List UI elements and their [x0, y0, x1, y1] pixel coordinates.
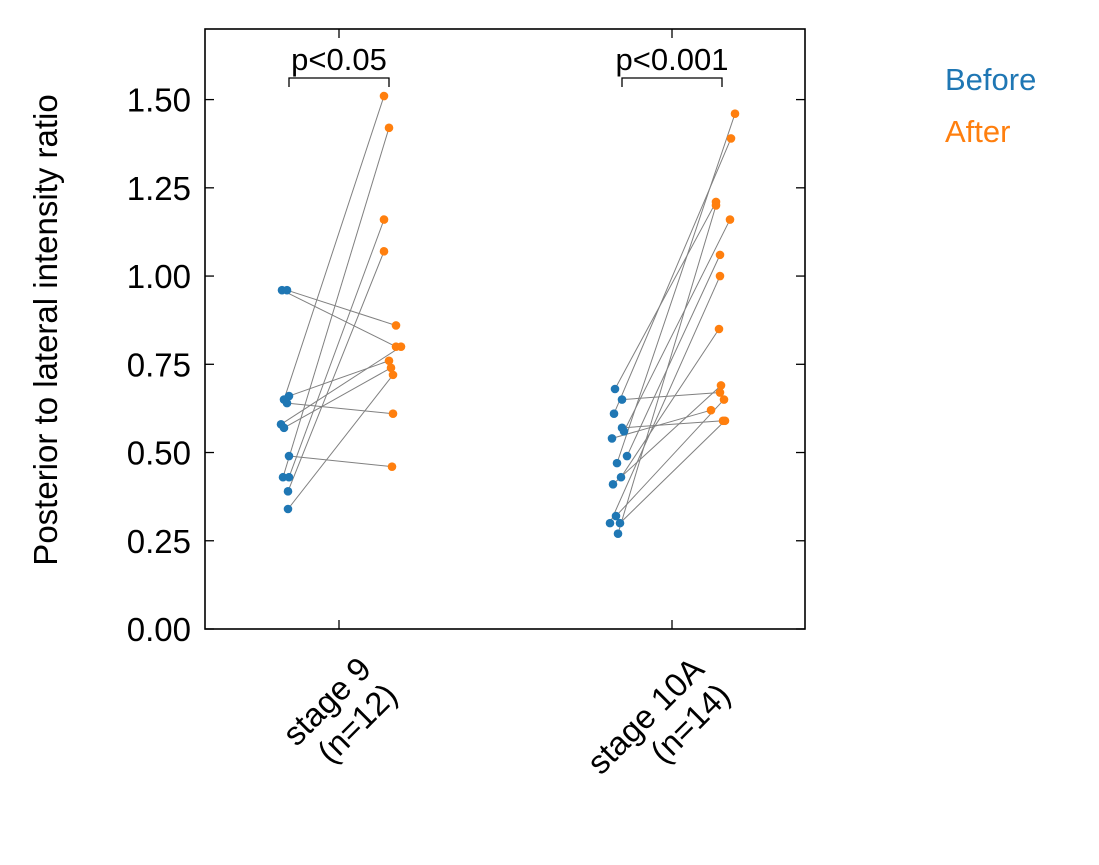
before-point — [284, 472, 294, 482]
before-point — [615, 518, 625, 528]
pair-line — [620, 328, 720, 478]
x-tick-label: stage 10A(n=14) — [580, 650, 737, 807]
pair-line — [619, 420, 726, 524]
after-point — [379, 215, 389, 224]
before-point — [278, 472, 288, 482]
pair-line — [621, 392, 721, 401]
pair-line — [626, 254, 721, 457]
y-axis-label: Posterior to lateral intensity ratio — [27, 94, 64, 565]
y-tick-label: 0.50 — [127, 435, 191, 472]
before-point — [282, 398, 292, 408]
pair-line — [282, 127, 390, 478]
after-point — [711, 201, 721, 210]
legend: Before After — [945, 62, 1036, 149]
before-point — [611, 511, 621, 521]
before-point — [284, 451, 294, 461]
after-point — [715, 271, 725, 281]
before-point — [612, 458, 622, 468]
after-point — [725, 215, 735, 224]
pair-line — [613, 138, 732, 414]
pair-line — [621, 420, 724, 429]
before-point — [613, 529, 623, 539]
legend-entry: Before — [945, 62, 1036, 97]
before-point — [282, 285, 292, 295]
before-point — [283, 504, 293, 514]
pair-line — [286, 289, 397, 326]
after-point — [396, 342, 406, 351]
y-tick-label: 0.00 — [127, 611, 191, 648]
y-tick-label: 1.50 — [127, 82, 191, 119]
y-tick-label: 1.00 — [127, 258, 191, 295]
pair-line — [280, 346, 402, 425]
pair-line — [288, 360, 390, 397]
significance-label: p<0.001 — [616, 42, 729, 77]
after-point — [391, 321, 401, 330]
after-point — [716, 381, 726, 390]
after-point — [384, 123, 394, 133]
before-point — [616, 472, 626, 482]
after-point — [726, 134, 736, 143]
significance-label: p<0.05 — [291, 42, 387, 77]
after-point — [388, 370, 398, 380]
after-point — [714, 324, 724, 334]
pair-line — [287, 251, 385, 492]
before-point — [617, 395, 627, 404]
pair-line — [288, 455, 393, 468]
pair-line — [623, 219, 731, 432]
pair-line — [617, 205, 717, 534]
after-point — [384, 356, 394, 366]
after-point — [715, 388, 725, 397]
legend-entry: After — [945, 114, 1010, 149]
after-point — [706, 405, 716, 415]
before-point — [622, 451, 632, 461]
before-point — [283, 487, 293, 496]
pair-line — [609, 275, 721, 524]
before-point — [607, 434, 617, 443]
after-point — [719, 395, 729, 404]
after-point — [379, 247, 389, 256]
after-point — [387, 462, 397, 471]
before-point — [605, 518, 615, 528]
pair-line — [611, 409, 712, 439]
after-point — [379, 91, 389, 101]
pair-line — [616, 113, 736, 464]
significance-bracket — [288, 77, 390, 87]
pair-line — [281, 289, 397, 348]
axes-layer: 0.00 0.25 0.50 0.75 1.00 1.25 1.50 stage 9(n=12… — [127, 29, 805, 807]
x-tick-label: stage 9(n=12) — [275, 650, 404, 779]
pair-line — [614, 201, 717, 390]
y-tick-label: 1.25 — [127, 170, 191, 207]
pair-line — [615, 399, 725, 517]
after-point — [715, 250, 725, 260]
before-point — [608, 479, 618, 489]
significance-bracket — [621, 77, 723, 87]
pair-lines-layer — [280, 95, 736, 534]
before-point — [609, 409, 619, 419]
after-point — [386, 363, 396, 373]
after-point — [730, 109, 740, 119]
after-point — [720, 416, 730, 426]
y-tick-label: 0.75 — [127, 346, 191, 383]
pair-line — [287, 374, 394, 510]
before-point — [610, 384, 620, 394]
pair-line — [288, 219, 385, 478]
pair-line — [612, 385, 722, 485]
before-point — [279, 423, 289, 433]
plot-frame — [204, 28, 806, 630]
before-point — [619, 427, 629, 436]
points-layer — [276, 91, 740, 539]
pair-line — [283, 95, 385, 400]
pair-line — [283, 367, 392, 429]
annotations-layer: p<0.05 p<0.001 — [288, 42, 729, 87]
y-tick-label: 0.25 — [127, 523, 191, 560]
after-point — [388, 409, 398, 419]
